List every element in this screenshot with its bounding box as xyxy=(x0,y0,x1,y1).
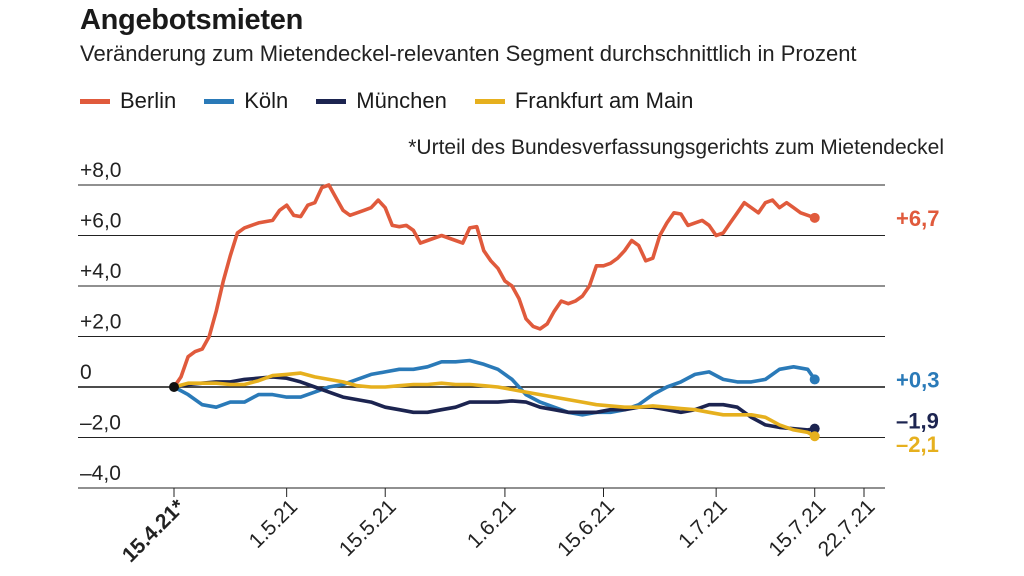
chart-title: Angebotsmieten xyxy=(80,4,303,36)
x-tick-label: 1.7.21 xyxy=(674,495,732,553)
series-line-köln xyxy=(172,358,817,417)
series-end-label: –2,1 xyxy=(896,432,939,457)
series-line-frankfurt xyxy=(172,371,817,438)
y-tick-label: +8,0 xyxy=(80,159,121,182)
legend-label-koeln: Köln xyxy=(244,88,289,113)
series-line-berlin xyxy=(172,183,817,389)
x-tick-label: 1.6.21 xyxy=(463,495,521,553)
series-end-dot xyxy=(809,431,820,442)
legend-label-berlin: Berlin xyxy=(120,88,177,113)
y-tick-label: +4,0 xyxy=(80,260,121,283)
legend-swatch-koeln xyxy=(204,98,235,104)
x-tick-label: 15.4.21* xyxy=(118,495,190,567)
origin-dot xyxy=(169,382,179,392)
series-end-label: +6,7 xyxy=(896,206,939,231)
legend-item-berlin: Berlin xyxy=(80,88,176,114)
series-end-dot xyxy=(809,374,820,385)
series-end-dot xyxy=(809,423,820,434)
x-tick-label: 15.5.21 xyxy=(335,495,401,561)
series-end-label: –1,9 xyxy=(896,409,939,434)
y-tick-label: 0 xyxy=(80,361,92,384)
y-tick-label: –4,0 xyxy=(80,462,121,485)
series-line-münchen xyxy=(172,375,817,432)
legend-swatch-berlin xyxy=(80,98,110,104)
chart-subtitle: Veränderung zum Mietendeckel-relevanten … xyxy=(80,41,857,66)
legend-label-muenchen: München xyxy=(356,88,447,113)
legend-item-frankfurt: Frankfurt am Main xyxy=(474,88,694,114)
y-tick-label: +2,0 xyxy=(80,311,121,334)
x-tick-label: 15.6.21 xyxy=(553,495,619,561)
legend-item-muenchen: München xyxy=(316,88,447,114)
legend-item-koeln: Köln xyxy=(204,88,288,114)
chart-legend: Berlin Köln München Frankfurt am Main xyxy=(80,88,693,114)
series-end-label: +0,3 xyxy=(896,367,939,392)
legend-swatch-muenchen xyxy=(316,98,347,104)
footnote-annotation: *Urteil des Bundesverfassungsgerichts zu… xyxy=(408,136,944,159)
legend-swatch-frankfurt xyxy=(474,98,505,104)
x-tick-label: 1.5.21 xyxy=(245,495,303,553)
legend-label-frankfurt: Frankfurt am Main xyxy=(514,88,694,113)
series-end-dot xyxy=(809,212,820,223)
y-tick-label: –2,0 xyxy=(80,412,121,435)
y-tick-label: +6,0 xyxy=(80,210,121,233)
